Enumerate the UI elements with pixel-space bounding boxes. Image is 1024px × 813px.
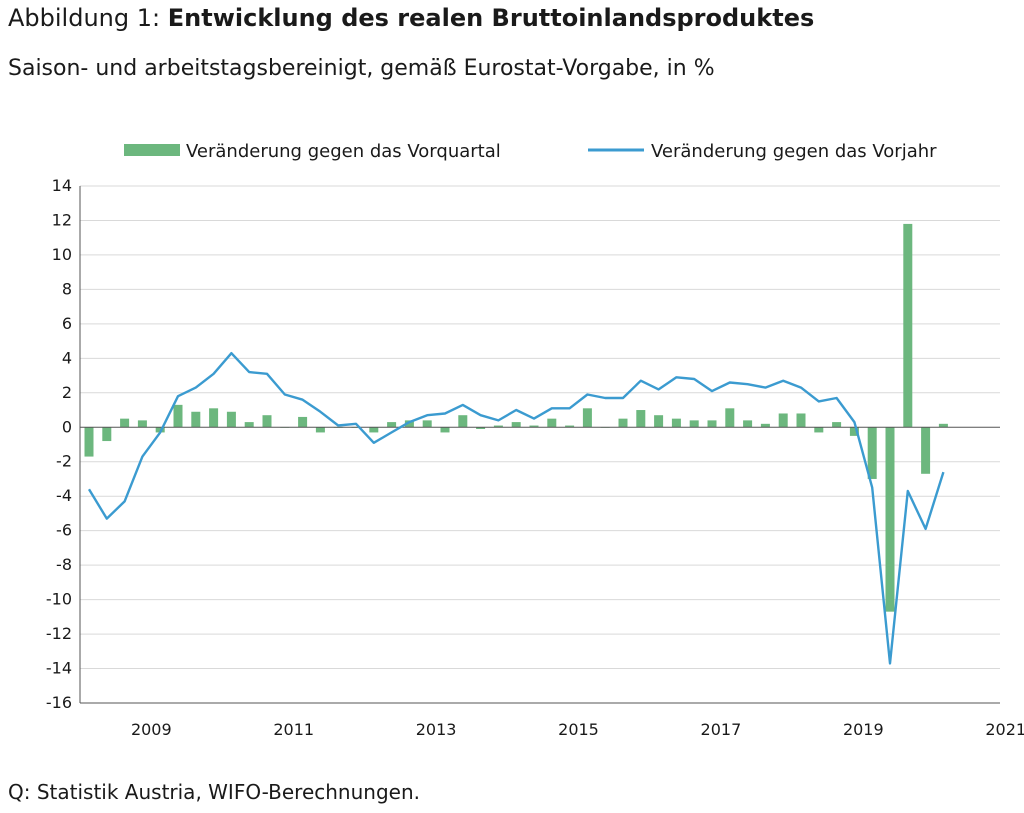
yoy-line xyxy=(87,352,945,665)
legend-swatch-bars xyxy=(124,144,180,156)
x-tick-label: 2017 xyxy=(701,720,742,739)
bar xyxy=(832,422,842,428)
bar xyxy=(618,418,628,428)
bar xyxy=(849,427,859,436)
bar xyxy=(387,422,397,428)
y-tick-label: -10 xyxy=(46,590,72,609)
bar xyxy=(903,223,913,428)
bar-series xyxy=(84,223,948,612)
bar xyxy=(244,422,254,428)
y-tick-label: 10 xyxy=(52,245,72,264)
bar xyxy=(440,427,450,433)
bar xyxy=(885,427,895,612)
y-tick-label: 0 xyxy=(62,417,72,436)
bar xyxy=(209,408,219,428)
bar xyxy=(173,404,183,428)
y-tick-label: 12 xyxy=(52,210,72,229)
legend: Veränderung gegen das Vorquartal Verände… xyxy=(124,141,937,162)
bar xyxy=(458,415,468,428)
bar xyxy=(262,415,272,428)
x-tick-label: 2021 xyxy=(985,720,1024,739)
y-tick-label: -8 xyxy=(56,555,72,574)
bar xyxy=(814,427,824,433)
y-tick-label: 2 xyxy=(62,383,72,402)
title-bold: Entwicklung des realen Bruttoinlandsprod… xyxy=(167,4,815,32)
y-tick-label: 14 xyxy=(52,176,72,195)
x-tick-label: 2015 xyxy=(558,720,599,739)
title-prefix: Abbildung 1: xyxy=(8,4,168,32)
bar xyxy=(102,427,112,442)
y-tick-label: -4 xyxy=(56,486,72,505)
x-tick-label: 2009 xyxy=(131,720,172,739)
bar xyxy=(476,427,486,429)
y-tick-label: 8 xyxy=(62,279,72,298)
bar xyxy=(565,425,575,428)
bar xyxy=(137,420,147,428)
line-series xyxy=(87,352,945,665)
y-tick-label: -2 xyxy=(56,452,72,471)
y-tick-label: -16 xyxy=(46,693,72,712)
bar xyxy=(921,427,931,474)
chart-subtitle: Saison- und arbeitstagsbereinigt, gemäß … xyxy=(8,56,715,81)
bar xyxy=(84,427,94,457)
gridlines xyxy=(80,185,1000,704)
bar xyxy=(867,427,877,479)
bar xyxy=(404,420,414,428)
bar xyxy=(422,420,432,428)
y-tick-label: 6 xyxy=(62,314,72,333)
x-axis-ticks: 2009 2011 2013 2015 2017 2019 2021 xyxy=(131,720,1024,739)
legend-label-line: Veränderung gegen das Vorjahr xyxy=(651,141,937,162)
bar xyxy=(315,427,325,433)
bar xyxy=(743,420,753,428)
bar xyxy=(298,416,308,428)
x-tick-label: 2019 xyxy=(843,720,884,739)
x-tick-label: 2011 xyxy=(273,720,314,739)
y-tick-label: -12 xyxy=(46,624,72,643)
bar xyxy=(725,408,735,428)
bar xyxy=(547,418,557,428)
chart-title: Abbildung 1: Entwicklung des realen Brut… xyxy=(8,4,814,32)
bar xyxy=(778,413,788,428)
bar xyxy=(671,418,681,428)
x-tick-label: 2013 xyxy=(416,720,457,739)
bar xyxy=(493,425,503,428)
y-axis-ticks: 14 12 10 8 6 4 2 0 -2 -4 -6 -8 -10 -12 -14 -16 xyxy=(46,176,72,712)
bar xyxy=(938,423,948,428)
bar xyxy=(511,422,521,428)
bar xyxy=(636,410,646,428)
source-note: Q: Statistik Austria, WIFO-Berechnungen. xyxy=(8,780,420,804)
bar xyxy=(654,415,664,428)
legend-label-bars: Veränderung gegen das Vorquartal xyxy=(186,141,501,162)
bar xyxy=(369,427,379,433)
bar xyxy=(689,420,699,428)
bar xyxy=(796,413,806,428)
y-tick-label: 4 xyxy=(62,348,72,367)
bar xyxy=(191,411,201,428)
bar xyxy=(226,411,236,428)
bar xyxy=(529,425,539,428)
bar xyxy=(120,418,130,428)
y-tick-label: -14 xyxy=(46,659,72,678)
bar xyxy=(582,408,592,428)
y-tick-label: -6 xyxy=(56,521,72,540)
bar xyxy=(760,423,770,428)
bar xyxy=(707,420,717,428)
axes xyxy=(79,186,1000,704)
